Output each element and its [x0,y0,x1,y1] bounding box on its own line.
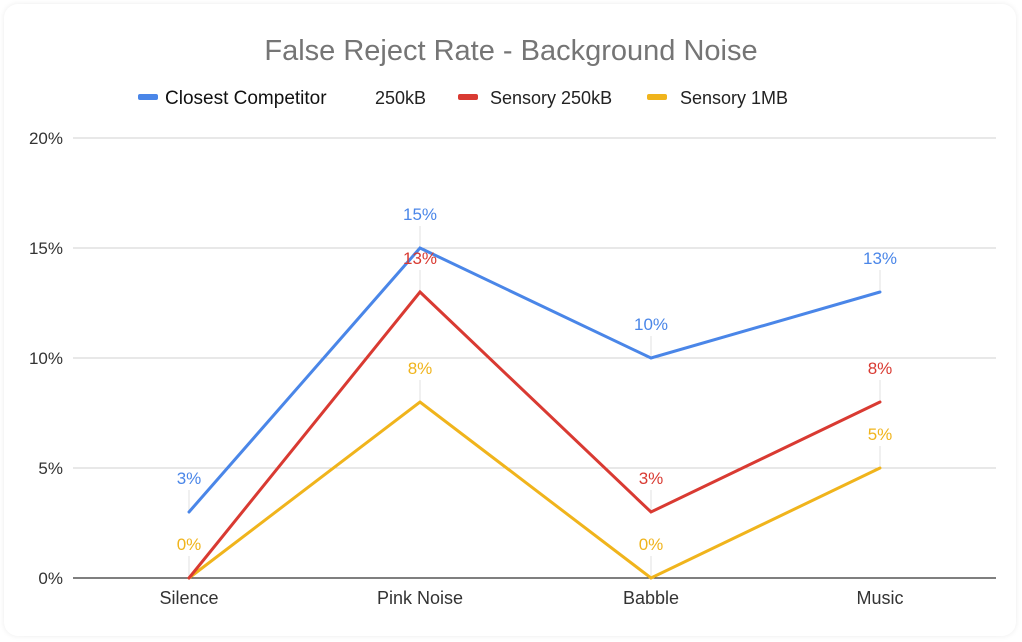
legend-item-closest-competitor: Closest Competitor 250kB [138,88,426,109]
x-axis: Silence Pink Noise Babble Music [159,588,903,608]
legend-label-extra: 250kB [375,88,426,108]
series-line-closest-competitor [187,246,882,514]
chart-card [4,4,1016,636]
y-tick-label: 5% [38,459,63,478]
chart-title: False Reject Rate - Background Noise [264,35,757,67]
data-label: 5% [868,425,893,444]
x-tick-label: Pink Noise [377,588,463,608]
data-label: 0% [639,535,664,554]
series-line-sensory-250kb [187,289,882,580]
series-lines [187,246,882,580]
x-tick-label: Music [856,588,903,608]
x-tick-label: Silence [159,588,218,608]
data-label: 3% [177,469,202,488]
data-label: 8% [408,359,433,378]
data-label: 13% [863,249,897,268]
data-labels: 3% 15% 10% 13% 13% 3% 8% 0% 8% 0% 5% [177,205,897,554]
x-tick-label: Babble [623,588,679,608]
label-leaders [188,226,881,576]
y-tick-label: 20% [29,129,63,148]
legend-swatch [647,94,667,100]
legend-swatch [458,94,478,100]
y-tick-label: 15% [29,239,63,258]
y-tick-label: 10% [29,349,63,368]
legend-label: Sensory 1MB [680,88,788,108]
gridlines [73,137,996,579]
y-axis: 0% 5% 10% 15% 20% [29,129,63,588]
legend-label: Closest Competitor [165,88,327,109]
y-tick-label: 0% [38,569,63,588]
data-label: 10% [634,315,668,334]
legend-swatch [138,94,158,100]
legend-label: Sensory 250kB [490,88,612,108]
legend-item-sensory-1mb: Sensory 1MB [647,88,788,108]
series-line-sensory-1mb [187,400,882,580]
data-label: 13% [403,249,437,268]
data-label: 0% [177,535,202,554]
data-label: 8% [868,359,893,378]
legend-item-sensory-250kb: Sensory 250kB [458,88,612,108]
data-label: 3% [639,469,664,488]
data-label: 15% [403,205,437,224]
legend: Closest Competitor 250kB Sensory 250kB S… [138,88,788,109]
